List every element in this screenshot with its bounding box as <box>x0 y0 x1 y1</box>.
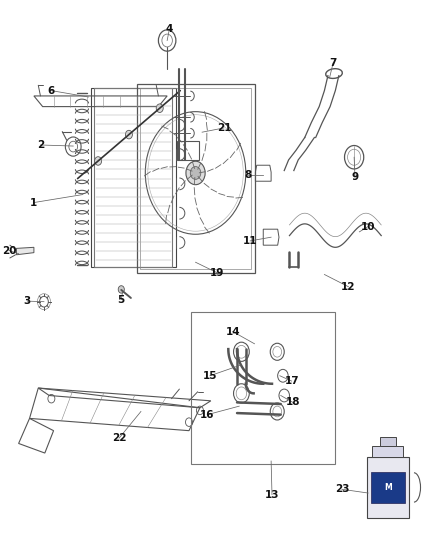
Text: 23: 23 <box>335 484 349 494</box>
Bar <box>380 437 396 446</box>
Bar <box>94 88 173 266</box>
Text: 14: 14 <box>226 327 240 336</box>
Bar <box>367 457 409 518</box>
Text: 1: 1 <box>30 198 38 207</box>
Circle shape <box>186 161 205 185</box>
Text: 18: 18 <box>286 398 300 407</box>
Text: 2: 2 <box>37 140 44 150</box>
Bar <box>91 88 176 266</box>
Text: 19: 19 <box>210 268 225 278</box>
Text: 9: 9 <box>351 172 359 182</box>
Text: 20: 20 <box>2 246 16 255</box>
Bar <box>371 472 405 503</box>
Circle shape <box>156 104 163 112</box>
Bar <box>191 312 336 464</box>
Bar <box>372 446 403 457</box>
Bar <box>140 88 251 269</box>
Text: 6: 6 <box>48 86 55 95</box>
Circle shape <box>190 166 201 179</box>
Text: 7: 7 <box>329 58 337 68</box>
Text: 22: 22 <box>112 433 126 443</box>
Text: 13: 13 <box>265 490 279 499</box>
Circle shape <box>95 157 102 165</box>
Text: 11: 11 <box>243 236 258 246</box>
Text: 4: 4 <box>166 25 173 34</box>
Circle shape <box>118 286 124 293</box>
Text: 12: 12 <box>341 282 356 292</box>
Text: 15: 15 <box>203 371 217 381</box>
Polygon shape <box>17 247 34 255</box>
Text: 21: 21 <box>217 123 231 133</box>
Text: 17: 17 <box>284 376 299 386</box>
Text: 8: 8 <box>244 170 251 180</box>
Bar <box>177 141 199 160</box>
Circle shape <box>125 130 132 139</box>
Text: M: M <box>384 483 392 491</box>
Text: 5: 5 <box>118 295 125 304</box>
Bar <box>137 84 254 273</box>
Text: 3: 3 <box>24 296 31 306</box>
Text: 16: 16 <box>200 410 215 419</box>
Text: 10: 10 <box>361 222 375 231</box>
